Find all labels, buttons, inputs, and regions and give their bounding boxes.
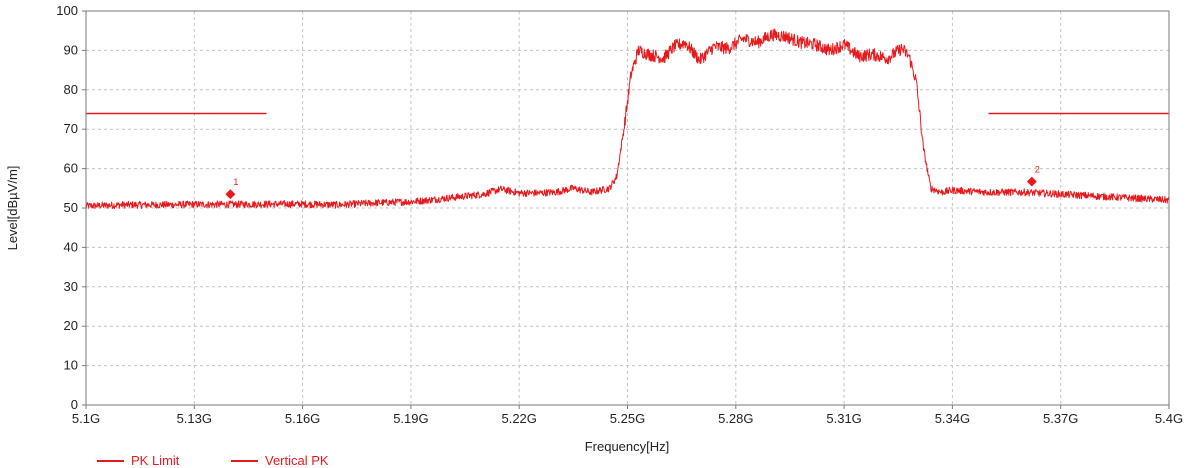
x-tick-label: 5.22G xyxy=(501,411,536,426)
y-axis-ticks: 0 10 20 30 40 50 60 70 80 90 100 xyxy=(56,3,86,412)
legend-label-pk-limit: PK Limit xyxy=(131,453,180,468)
series-layer xyxy=(85,28,1170,210)
marker-1 xyxy=(225,189,236,200)
y-tick-label: 100 xyxy=(56,3,78,18)
x-tick-label: 5.1G xyxy=(72,411,100,426)
y-tick-label: 50 xyxy=(64,200,78,215)
y-tick-label: 20 xyxy=(64,318,78,333)
x-tick-label: 5.19G xyxy=(393,411,428,426)
legend: PK Limit Vertical PK xyxy=(97,453,329,468)
y-axis-title: Level[dBµV/m] xyxy=(5,166,20,251)
y-tick-label: 60 xyxy=(64,161,78,176)
x-tick-label: 5.37G xyxy=(1043,411,1078,426)
x-tick-label: 5.28G xyxy=(718,411,753,426)
marker-2 xyxy=(1026,176,1037,187)
x-axis-ticks: 5.1G 5.13G 5.16G 5.19G 5.22G 5.25G 5.28G 5.31G 5… xyxy=(72,405,1183,426)
x-tick-label: 5.4G xyxy=(1155,411,1183,426)
x-tick-label: 5.31G xyxy=(826,411,861,426)
legend-label-vertical-pk: Vertical PK xyxy=(265,453,329,468)
y-tick-label: 40 xyxy=(64,239,78,254)
y-tick-label: 90 xyxy=(64,42,78,57)
y-tick-label: 30 xyxy=(64,279,78,294)
y-tick-label: 0 xyxy=(71,397,78,412)
x-tick-label: 5.16G xyxy=(285,411,320,426)
x-axis-title: Frequency[Hz] xyxy=(585,439,670,454)
y-tick-label: 10 xyxy=(64,358,78,373)
marker-label-2: 2 xyxy=(1035,165,1040,175)
x-tick-label: 5.34G xyxy=(935,411,970,426)
vertical-pk-trace xyxy=(85,28,1170,210)
marker-layer: 12 xyxy=(225,165,1040,200)
grid-lines xyxy=(86,11,1169,405)
marker-label-1: 1 xyxy=(233,177,238,187)
y-tick-label: 80 xyxy=(64,82,78,97)
x-tick-label: 5.13G xyxy=(177,411,212,426)
x-tick-label: 5.25G xyxy=(610,411,645,426)
y-tick-label: 70 xyxy=(64,121,78,136)
